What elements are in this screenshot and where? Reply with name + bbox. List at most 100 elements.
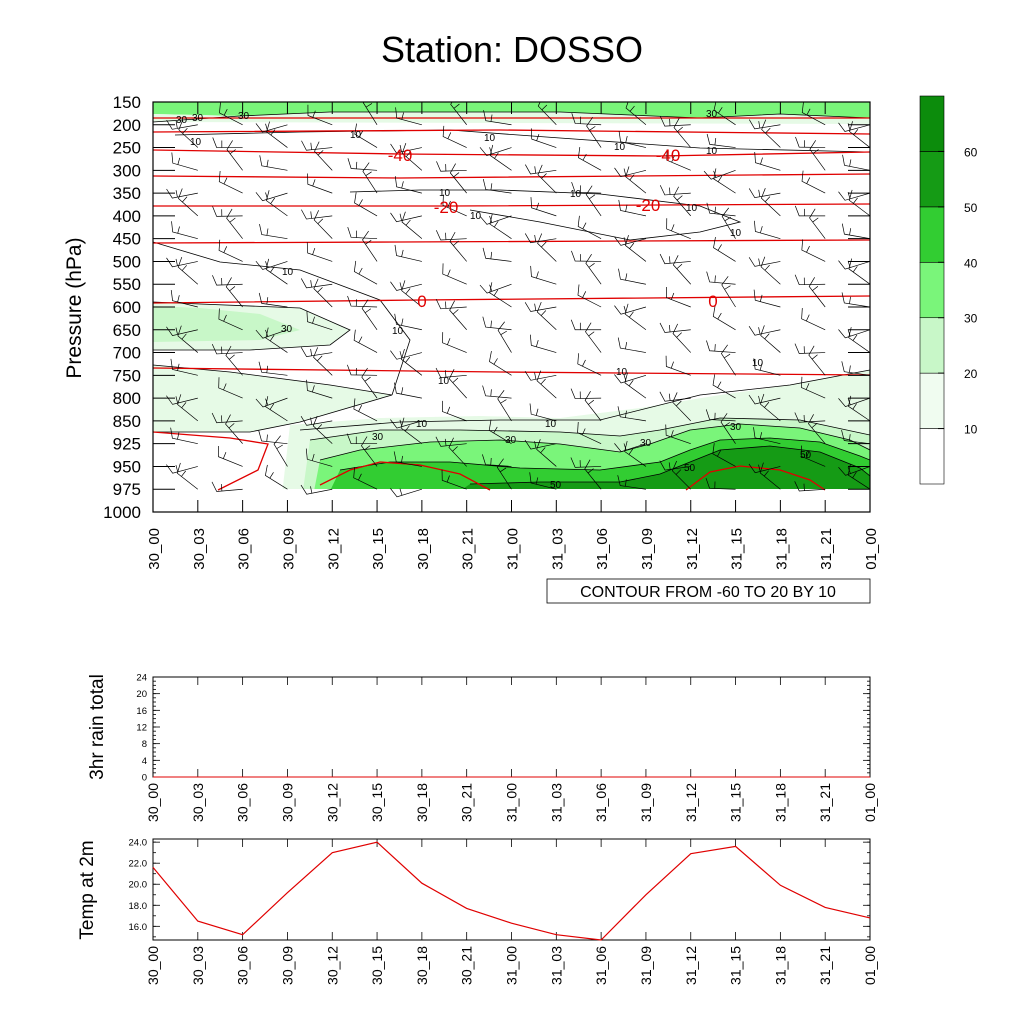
wind-barb — [584, 459, 602, 490]
wind-barb — [361, 299, 378, 330]
rain-y-axis-label: 3hr rain total — [87, 674, 108, 780]
x-tick-label: 30_09 — [279, 946, 295, 985]
wind-barb — [300, 347, 333, 358]
wind-barb — [401, 143, 423, 171]
wind-barb — [760, 188, 781, 217]
main-y-tick-labels: 150 200 250 300 350 400 450 500 550 600 650 700 750 8… — [103, 93, 141, 522]
x-tick-label: 30_12 — [324, 946, 340, 985]
temp-line-10 — [153, 367, 870, 376]
temp-label: -20 — [636, 196, 661, 215]
temp-label: -20 — [434, 198, 459, 217]
x-tick-label: 30_06 — [236, 528, 253, 570]
wind-barb — [394, 244, 422, 262]
wind-barb — [347, 364, 378, 376]
rh-label: 10 — [686, 203, 698, 214]
wind-barbs — [153, 102, 870, 498]
x-tick-label: 31_15 — [729, 528, 746, 570]
wind-barb — [435, 230, 467, 241]
x-tick-label: 31_09 — [639, 528, 656, 570]
x-tick-label: 31_21 — [817, 783, 833, 822]
y-tick-label: 12 — [136, 723, 147, 734]
wind-barb — [489, 282, 512, 308]
chart-title: Station: DOSSO — [381, 29, 643, 70]
wind-barb — [614, 167, 647, 178]
wind-barb — [625, 235, 647, 262]
wind-barb — [586, 116, 602, 148]
wind-barb — [362, 162, 378, 194]
temp-y-tick-labels: 16.0 18.0 20.0 22.0 24.0 — [129, 838, 148, 933]
wind-barb — [753, 427, 781, 445]
rh-label: 30 — [176, 115, 188, 126]
wind-barb — [748, 119, 781, 130]
wind-barb — [390, 350, 422, 360]
wind-barb — [347, 158, 378, 171]
colorbar: 10 20 30 40 50 60 — [919, 95, 978, 485]
wind-barb — [537, 233, 557, 262]
wind-barb — [225, 414, 243, 444]
contour-info: CONTOUR FROM -60 TO 20 BY 10 — [580, 584, 836, 601]
wind-barb — [659, 322, 691, 333]
wind-barb — [666, 286, 691, 308]
wind-barb — [153, 169, 154, 171]
y-tick-label: 18.0 — [129, 901, 148, 912]
x-tick-label: 30_00 — [146, 528, 163, 570]
rain-y-tick-labels: 0 4 8 12 16 20 24 — [136, 673, 147, 784]
wind-barb — [306, 242, 333, 262]
wind-barb — [712, 374, 736, 399]
x-tick-label: 30_09 — [279, 783, 295, 822]
wind-barb — [536, 439, 557, 467]
wind-barb — [577, 215, 602, 239]
wind-barb — [841, 292, 870, 308]
rh-label: 10 — [282, 267, 294, 278]
wind-barb — [497, 390, 512, 422]
x-tick-label: 30_15 — [370, 528, 387, 570]
y-tick-label: 200 — [113, 116, 141, 135]
x-tick-label: 30_15 — [369, 783, 385, 822]
rh-label: 30 — [192, 113, 204, 124]
temp-label: -40 — [388, 146, 413, 165]
y-tick-label: 750 — [113, 366, 141, 385]
temp-label: -40 — [656, 146, 681, 165]
y-tick-label: 4 — [142, 756, 147, 767]
colorbar-label: 20 — [964, 367, 978, 381]
wind-barb — [673, 118, 692, 148]
wind-barb — [435, 367, 467, 378]
wind-barb — [800, 445, 826, 467]
y-tick-label: 24 — [136, 673, 147, 684]
wind-barb — [166, 464, 198, 474]
y-tick-label: 700 — [113, 344, 141, 363]
wind-barb — [400, 348, 423, 376]
wind-barb — [482, 247, 512, 262]
wind-barb — [753, 289, 781, 308]
colorbar-swatch — [919, 151, 945, 208]
wind-barb — [712, 443, 736, 467]
temp-contour-labels: -40 -40 -20 -20 0 0 — [388, 146, 718, 311]
humidity-contours — [153, 111, 870, 485]
wind-barb — [760, 393, 781, 422]
wind-barb — [666, 218, 691, 239]
x-tick-label: 30_15 — [369, 946, 385, 985]
wind-barb — [666, 149, 691, 171]
y-tick-label: 975 — [113, 480, 141, 499]
wind-barb — [313, 278, 333, 308]
rh-label: 10 — [470, 211, 482, 222]
wind-barb — [395, 107, 422, 126]
wind-barb — [848, 395, 870, 422]
wind-barb — [435, 298, 467, 310]
colorbar-label: 50 — [964, 201, 978, 215]
x-tick-label: 30_21 — [459, 946, 475, 985]
wind-barb — [442, 400, 467, 422]
wind-barb — [400, 417, 423, 444]
y-tick-label: 16.0 — [129, 922, 148, 933]
wind-barb — [625, 102, 647, 126]
wind-barb — [761, 119, 781, 148]
wind-barb — [841, 430, 870, 445]
x-tick-label: 31_12 — [684, 528, 701, 570]
wind-barb — [625, 166, 647, 194]
temp-y-axis-label: Temp at 2m — [77, 840, 98, 939]
colorbar-swatch — [919, 317, 945, 374]
temp-line-minus-40 — [153, 149, 870, 157]
wind-barb — [624, 441, 647, 467]
wind-barb — [442, 263, 467, 285]
